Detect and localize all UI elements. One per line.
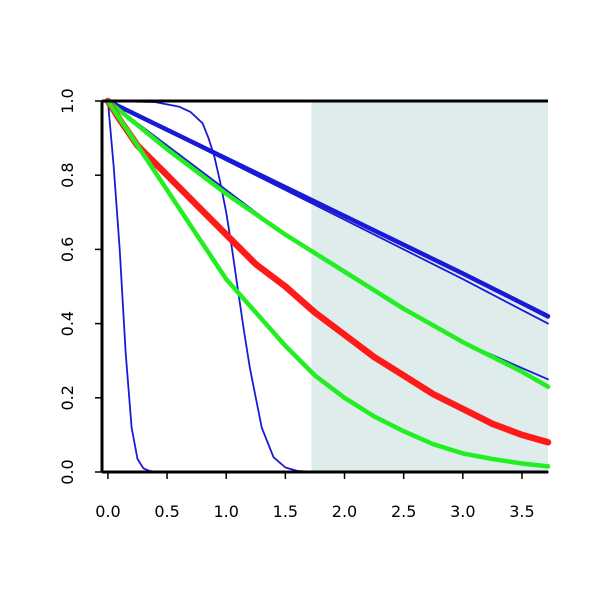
y-tick-label: 0.8: [58, 162, 77, 187]
x-tick-label: 2.0: [332, 502, 357, 521]
shaded-region: [311, 101, 548, 472]
series-layer: [104, 97, 552, 473]
x-tick-label: 3.0: [450, 502, 475, 521]
series-line-5: [105, 98, 551, 319]
series-line-8: [104, 97, 552, 446]
x-tick-label: 1.5: [273, 502, 298, 521]
x-tick-label: 0.0: [95, 502, 120, 521]
y-tick-label: 1.0: [58, 88, 77, 113]
x-tick-label: 3.5: [509, 502, 534, 521]
y-tick-label: 0.6: [58, 237, 77, 262]
series-line-2: [107, 100, 322, 473]
x-tick-label: 1.0: [213, 502, 238, 521]
series-line-7: [105, 98, 551, 389]
y-tick-label: 0.2: [58, 385, 77, 410]
y-tick-label: 0.4: [58, 311, 77, 336]
x-tick-label: 2.5: [391, 502, 416, 521]
x-tick-label: 0.5: [154, 502, 179, 521]
series-line-9: [105, 98, 551, 469]
axes-layer: 0.0 0.5 1.0 1.5 2.0 2.5 3.0 3.5 0.0 0.2 0.4 0.6 0.8 1…: [58, 88, 548, 521]
y-tick-label: 0.0: [58, 459, 77, 484]
